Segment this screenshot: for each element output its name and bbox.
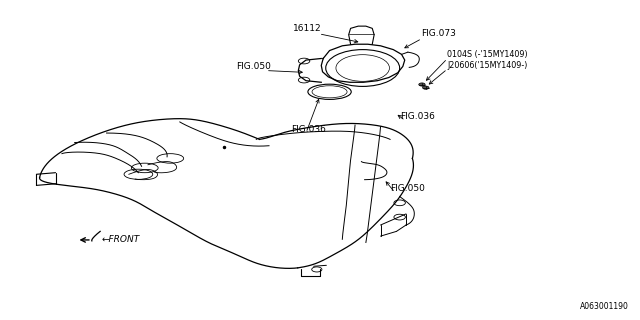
Text: ←FRONT: ←FRONT xyxy=(102,236,140,244)
Circle shape xyxy=(298,77,310,83)
Text: FIG.036: FIG.036 xyxy=(291,125,326,134)
Circle shape xyxy=(422,86,429,89)
Circle shape xyxy=(298,58,310,64)
Text: J20606('15MY1409-): J20606('15MY1409-) xyxy=(447,60,528,69)
Text: 16112: 16112 xyxy=(293,24,321,33)
Text: FIG.050: FIG.050 xyxy=(236,61,271,70)
Text: 0104S (-'15MY1409): 0104S (-'15MY1409) xyxy=(447,50,528,59)
Text: A063001190: A063001190 xyxy=(580,302,629,311)
Text: FIG.036: FIG.036 xyxy=(399,112,435,121)
Text: FIG.073: FIG.073 xyxy=(420,29,456,38)
Circle shape xyxy=(419,83,425,86)
Text: FIG.050: FIG.050 xyxy=(390,184,425,193)
